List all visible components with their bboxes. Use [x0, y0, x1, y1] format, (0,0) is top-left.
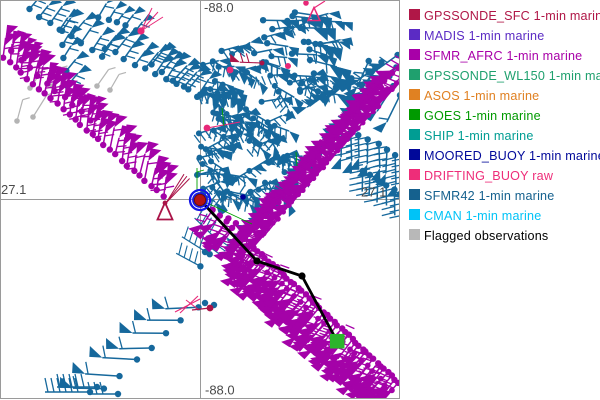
svg-text:MOORED_BUOY 1-min marine: MOORED_BUOY 1-min marine — [424, 149, 600, 163]
svg-text:27.1: 27.1 — [361, 185, 386, 200]
svg-text:MADIS 1-min marine: MADIS 1-min marine — [424, 29, 544, 43]
svg-text:GOES 1-min marine: GOES 1-min marine — [424, 109, 541, 123]
svg-text:27.1: 27.1 — [1, 182, 26, 197]
svg-text:SFMR42 1-min marine: SFMR42 1-min marine — [424, 189, 554, 203]
svg-text:SFMR_AFRC 1-min marine: SFMR_AFRC 1-min marine — [424, 49, 582, 63]
svg-text:GPSSONDE_WL150 1-min marine: GPSSONDE_WL150 1-min marine — [424, 69, 600, 83]
svg-text:DRIFTING_BUOY raw: DRIFTING_BUOY raw — [424, 169, 554, 183]
svg-text:GPSSONDE_SFC 1-min marine: GPSSONDE_SFC 1-min marine — [424, 9, 600, 23]
svg-text:SHIP 1-min marine: SHIP 1-min marine — [424, 129, 534, 143]
svg-text:Flagged observations: Flagged observations — [424, 229, 548, 243]
svg-text:ASOS 1-min marine: ASOS 1-min marine — [424, 89, 539, 103]
svg-text:-88.0: -88.0 — [204, 0, 234, 15]
svg-text:-88.0: -88.0 — [205, 383, 235, 398]
svg-text:CMAN 1-min marine: CMAN 1-min marine — [424, 209, 541, 223]
